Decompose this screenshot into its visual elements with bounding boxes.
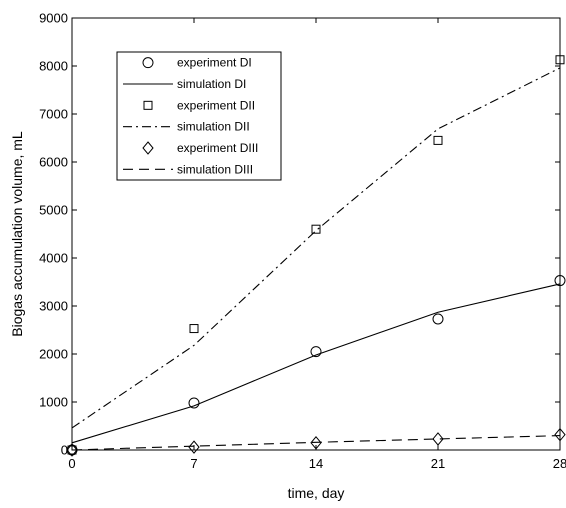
data-point-2 [311,224,321,234]
x-tick-label: 21 [431,456,445,471]
x-tick-label: 28 [553,456,566,471]
data-point-0 [310,346,322,358]
legend: experiment DI simulation DI experiment DII… [116,51,282,181]
series-line-3 [71,67,561,429]
data-point-2 [433,135,443,145]
y-tick-label: 9000 [39,11,68,26]
series-line-1 [71,283,561,444]
y-tick-label: 0 [61,443,68,458]
data-point-4 [432,432,444,446]
data-point-4 [554,427,566,442]
y-tick-label: 8000 [39,59,68,74]
legend-label: experiment DII [177,98,255,112]
x-tick-label: 14 [309,456,323,471]
data-point-0 [188,397,200,409]
y-tick-label: 6000 [39,155,68,170]
data-point-0 [554,275,566,287]
y-tick-label: 2000 [39,347,68,362]
data-point-2 [555,55,565,65]
y-tick-label: 4000 [39,251,68,266]
y-tick-label: 5000 [39,203,68,218]
series-line-5 [71,435,561,451]
data-point-0 [432,313,444,325]
legend-label: simulation DII [177,120,250,134]
data-point-4 [310,436,322,450]
y-tick-label: 7000 [39,107,68,122]
legend-swatch-marker [142,57,154,69]
x-tick-label: 0 [68,456,75,471]
legend-swatch-marker [143,100,153,110]
x-axis-label: time, day [288,485,345,501]
data-point-4 [188,440,200,454]
legend-swatch-marker [142,141,154,155]
x-tick-label: 7 [190,456,197,471]
y-axis-label: Biogas accumulation volume, mL [9,131,25,337]
data-point-2 [189,324,199,334]
legend-label: simulation DI [177,77,246,91]
y-tick-label: 3000 [39,299,68,314]
legend-box [116,51,282,181]
data-point-4 [66,443,78,457]
legend-label: experiment DIII [177,141,258,155]
legend-label: simulation DIII [177,162,253,176]
legend-label: experiment DI [177,56,252,70]
plot-layer: 0 7 14 21 28 0 1000 2000 3000 4000 5000 6000 7000 800… [39,11,566,472]
y-tick-label: 1000 [39,395,68,410]
